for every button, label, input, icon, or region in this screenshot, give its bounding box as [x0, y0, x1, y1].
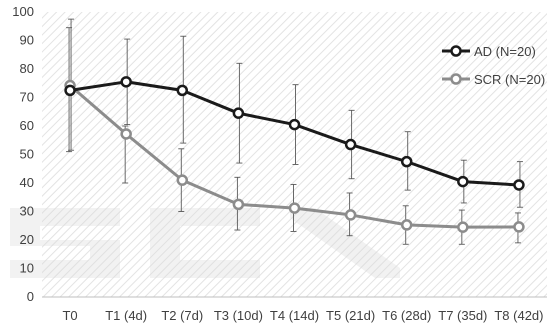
- data-point: [457, 221, 469, 233]
- y-tick-label: 100: [12, 4, 34, 19]
- data-point: [344, 138, 357, 151]
- data-point: [457, 175, 469, 188]
- legend-item: AD (N=20): [442, 44, 536, 59]
- legend-item: SCR (N=20): [442, 72, 545, 87]
- y-tick-label: 40: [20, 175, 34, 190]
- data-point: [64, 84, 76, 97]
- legend: AD (N=20) SCR (N=20): [442, 44, 545, 87]
- data-point: [120, 76, 132, 88]
- x-tick-label: T1 (4d): [105, 308, 147, 323]
- data-point: [400, 155, 413, 168]
- legend-label: AD (N=20): [474, 44, 536, 59]
- y-tick-label: 90: [20, 33, 34, 48]
- x-tick-label: T7 (35d): [438, 308, 487, 323]
- y-tick-label: 80: [20, 61, 34, 76]
- x-tick-label: T6 (28d): [382, 308, 431, 323]
- data-point: [513, 221, 525, 233]
- data-point: [513, 179, 525, 191]
- legend-swatch-marker: [450, 73, 462, 85]
- y-tick-label: 70: [20, 90, 34, 105]
- x-tick-label: T3 (10d): [214, 308, 263, 323]
- legend-swatch-marker: [450, 45, 462, 57]
- data-point: [232, 107, 245, 119]
- watermark: [10, 208, 400, 278]
- y-tick-label: 30: [20, 204, 34, 219]
- legend-label: SCR (N=20): [474, 72, 545, 87]
- data-point: [232, 198, 245, 211]
- plot-area-background: [42, 12, 547, 297]
- data-point: [120, 128, 132, 140]
- data-point: [344, 209, 357, 221]
- data-point: [288, 202, 301, 214]
- data-point: [288, 118, 301, 131]
- x-tick-label: T8 (42d): [494, 308, 543, 323]
- x-tick-label: T0: [62, 308, 77, 323]
- y-tick-label: 10: [20, 261, 34, 276]
- y-tick-label: 20: [20, 232, 34, 247]
- data-point: [176, 174, 189, 186]
- data-point: [400, 219, 413, 231]
- x-tick-label: T4 (14d): [270, 308, 319, 323]
- data-point: [176, 84, 189, 97]
- y-tick-label: 50: [20, 147, 34, 162]
- y-tick-label: 60: [20, 118, 34, 133]
- x-tick-label: T2 (7d): [161, 308, 203, 323]
- y-tick-label: 0: [27, 289, 34, 304]
- axes: 0 10 20 30 40 50 60 70 80 90 100 T0 T1 (4d) T2 (7d) T3…: [12, 4, 547, 323]
- x-tick-label: T5 (21d): [326, 308, 375, 323]
- series-lines: [64, 76, 525, 233]
